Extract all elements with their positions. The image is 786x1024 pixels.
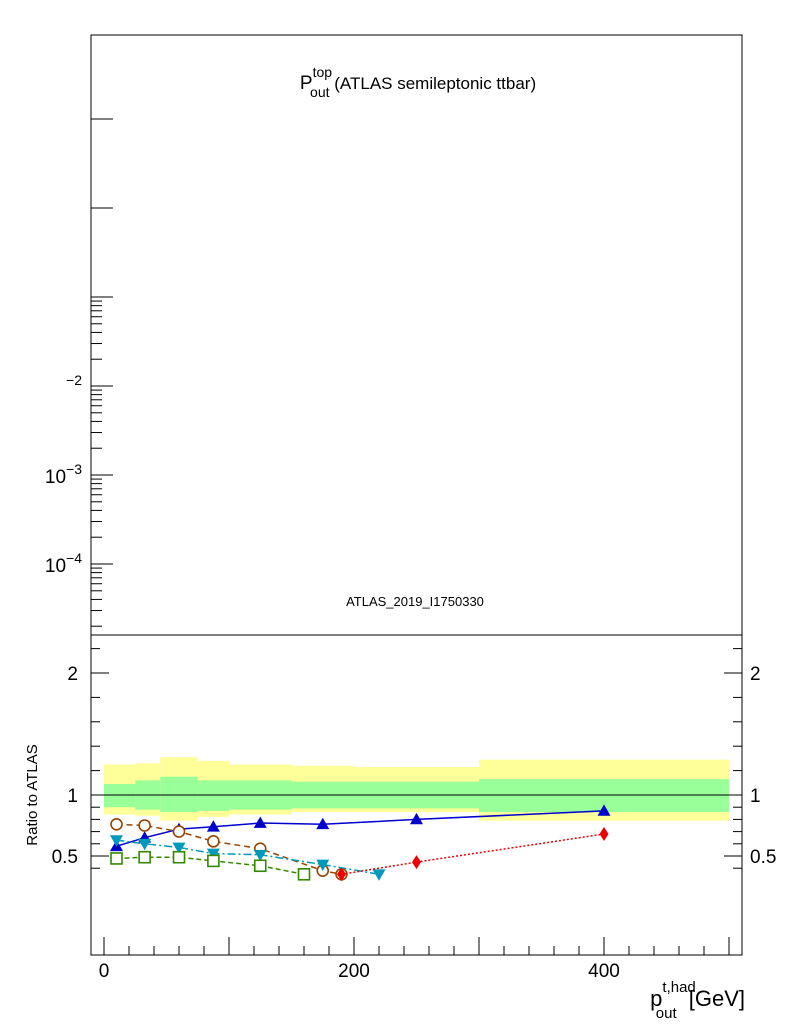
inner-uncertainty-band (160, 776, 198, 813)
marker-triangle-down (138, 838, 152, 851)
marker-triangle-up (410, 812, 423, 825)
y-tick-label-left: 2 (67, 664, 78, 685)
title-base: P (300, 73, 313, 94)
main-y-ticks (91, 118, 113, 627)
inner-uncertainty-band (197, 780, 229, 811)
uncertainty-bands (104, 757, 729, 821)
marker-triangle-down (172, 842, 186, 854)
y-tick-label-right: 2 (750, 664, 761, 685)
marker-open-square (172, 850, 186, 864)
main-y-tick-label: 10−3 (45, 461, 82, 488)
marker-triangle-up (206, 820, 220, 832)
marker-open-square (297, 867, 311, 881)
series-4 (337, 827, 609, 882)
x-tick-label: 0 (99, 961, 110, 982)
marker-open-square (207, 854, 220, 868)
marker-triangle-up (597, 804, 611, 816)
marker-open-square (253, 859, 267, 873)
series-0 (110, 804, 611, 852)
marker-open-square (138, 850, 151, 864)
y-tick-label-right: 0.5 (750, 847, 776, 868)
marker-open-square (110, 852, 123, 865)
main-title: Ptop out (ATLAS semileptonic ttbar) (300, 64, 536, 100)
tick-label-base: 10 (45, 556, 66, 577)
ratio-tick-labels: 0 200 400 0.5 0.5 1 1 2 2 (52, 664, 777, 982)
main-y-tick-label: 10−4 (45, 550, 82, 577)
marker-triangle-down (253, 849, 267, 862)
marker-open-circle (207, 835, 220, 848)
y-tick-label-right: 1 (750, 786, 761, 807)
y-axis-label: Ratio to ATLAS (24, 744, 41, 845)
main-y-tick-label: −2 (66, 372, 82, 388)
marker-open-circle (138, 819, 151, 832)
marker-triangle-down (372, 869, 386, 881)
x-label-base: p (650, 986, 662, 1011)
marker-diamond (337, 867, 346, 882)
marker-diamond (599, 827, 609, 842)
marker-triangle-down (110, 835, 123, 847)
x-label-superscript: t,had (662, 979, 695, 996)
series-layer (110, 804, 611, 882)
marker-triangle-up (253, 816, 267, 828)
ratio-ticks (91, 648, 742, 955)
title-rest: (ATLAS semileptonic ttbar) (330, 74, 537, 93)
marker-triangle-down (316, 859, 330, 872)
inner-uncertainty-band (104, 784, 136, 808)
x-tick-label: 200 (338, 961, 370, 982)
ratio-panel: 0 200 400 0.5 0.5 1 1 2 2 Ratio to ATLAS pt,had o… (24, 634, 777, 1022)
series-line (116, 810, 605, 847)
y-tick-label-left: 0.5 (52, 847, 78, 868)
title-subscript: out (310, 84, 330, 100)
marker-open-circle (110, 817, 123, 831)
tick-label-exponent: −3 (66, 461, 82, 477)
series-2 (110, 835, 386, 881)
analysis-annotation: ATLAS_2019_I1750330 (346, 594, 484, 609)
main-y-tick-labels: −210−310−4 (45, 372, 82, 577)
series-3 (110, 850, 311, 881)
marker-triangle-up (316, 817, 330, 830)
series-line (341, 833, 605, 876)
x-label-rest: [GeV] (683, 986, 745, 1011)
tick-label-exponent: −2 (66, 372, 82, 388)
marker-open-circle (172, 825, 186, 838)
marker-diamond (412, 855, 421, 870)
title-superscript: top (313, 64, 333, 80)
marker-triangle-down (206, 848, 220, 861)
x-tick-label: 400 (588, 961, 620, 982)
x-axis-label: pt,had out [GeV] (650, 979, 745, 1022)
y-tick-label-left: 1 (67, 786, 78, 807)
x-label-subscript: out (656, 1005, 678, 1022)
tick-label-exponent: −4 (66, 550, 82, 566)
tick-label-base: 10 (45, 467, 66, 488)
